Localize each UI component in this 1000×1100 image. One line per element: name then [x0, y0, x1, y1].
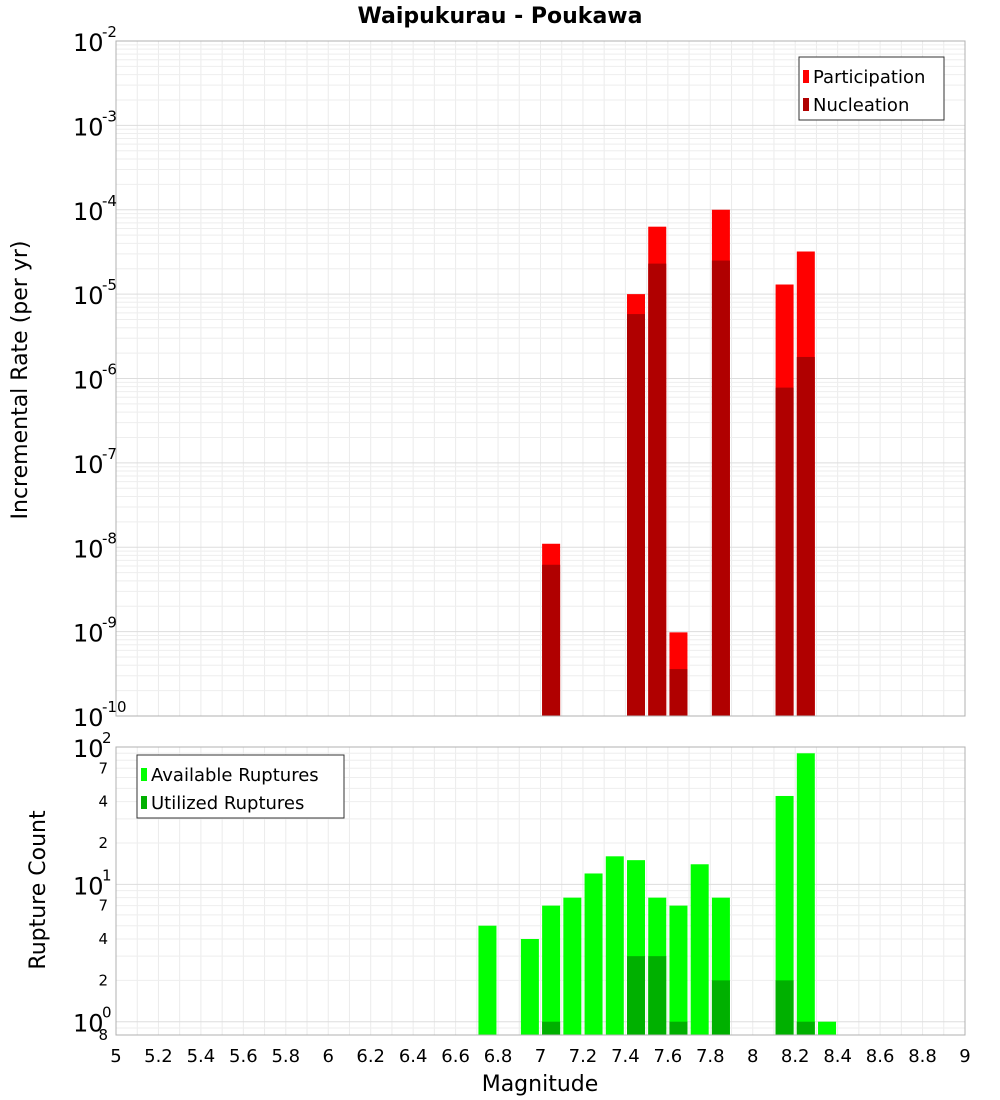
utilized-ruptures-bar: [627, 956, 646, 1035]
bottom-y-minor-tick-label: 2: [98, 971, 108, 989]
available-ruptures-bar: [520, 939, 539, 1035]
utilized-ruptures-bar: [711, 980, 730, 1035]
available-ruptures-bar: [605, 856, 624, 1035]
legend-label: Participation: [813, 67, 925, 88]
top-y-tick-label: 10: [73, 704, 104, 732]
x-tick-label: 6.2: [356, 1046, 385, 1067]
x-tick-label: 8: [747, 1046, 758, 1067]
x-tick-label: 6.6: [441, 1046, 470, 1067]
x-tick-label: 8.6: [866, 1046, 895, 1067]
available-ruptures-bar: [690, 864, 709, 1035]
x-tick-label: 6.4: [399, 1046, 428, 1067]
utilized-ruptures-bar: [796, 1021, 815, 1035]
nucleation-bar: [796, 356, 815, 716]
legend-label: Available Ruptures: [151, 765, 319, 786]
chart-title: Waipukurau - Poukawa: [358, 4, 643, 29]
nucleation-bar: [627, 314, 646, 716]
top-y-tick-exponent: -8: [102, 529, 117, 547]
top-y-tick-label: 10: [73, 620, 104, 648]
nucleation-bar: [775, 387, 794, 716]
available-ruptures-bar: [818, 1021, 837, 1035]
legend-swatch: [141, 796, 147, 809]
top-y-tick-label: 10: [73, 451, 104, 479]
bottom-y-minor-tick-label: 4: [98, 930, 108, 948]
utilized-ruptures-bar: [542, 1021, 561, 1035]
top-y-tick-exponent: -2: [102, 23, 117, 41]
bottom-y-minor-tick-label: 7: [98, 897, 108, 915]
x-axis-title: Magnitude: [482, 1072, 599, 1097]
available-ruptures-bar: [542, 905, 561, 1035]
bottom-y-tick-label: 10: [73, 1010, 104, 1038]
top-y-tick-label: 10: [73, 198, 104, 226]
top-y-tick-label: 10: [73, 535, 104, 563]
x-tick-label: 8.4: [823, 1046, 852, 1067]
top-y-tick-exponent: -4: [102, 192, 117, 210]
bottom-y-minor-tick-label: 8: [98, 1026, 108, 1044]
bottom-y-tick-exponent: 2: [102, 729, 112, 747]
available-ruptures-bar: [796, 753, 815, 1035]
x-tick-label: 9: [959, 1046, 970, 1067]
legend-label: Nucleation: [813, 95, 909, 116]
bottom-y-axis-title: Rupture Count: [26, 810, 51, 970]
top-y-tick-label: 10: [73, 29, 104, 57]
bottom-y-minor-tick-label: 2: [98, 834, 108, 852]
legend-label: Utilized Ruptures: [151, 793, 304, 814]
top-plot-border: [115, 40, 966, 717]
available-ruptures-bar: [669, 905, 688, 1035]
bottom-y-tick-exponent: 1: [102, 866, 112, 884]
bottom-legend-box: [136, 754, 345, 819]
utilized-ruptures-bar: [775, 980, 794, 1035]
x-tick-label: 5.8: [271, 1046, 300, 1067]
bottom-y-tick-label: 10: [73, 872, 104, 900]
top-y-tick-exponent: -7: [102, 445, 117, 463]
x-tick-label: 7.2: [569, 1046, 598, 1067]
available-ruptures-bar: [478, 925, 497, 1035]
top-y-axis-title: Incremental Rate (per yr): [8, 241, 33, 520]
available-ruptures-bar: [584, 873, 603, 1035]
legend-swatch: [803, 98, 809, 111]
top-legend-box: [798, 56, 945, 121]
x-tick-label: 7: [535, 1046, 546, 1067]
x-tick-label: 8.8: [908, 1046, 937, 1067]
top-y-tick-exponent: -6: [102, 361, 117, 379]
legend-swatch: [141, 768, 147, 781]
nucleation-bar: [669, 669, 688, 716]
utilized-ruptures-bar: [669, 1021, 688, 1035]
legend-swatch: [803, 70, 809, 83]
top-y-tick-label: 10: [73, 282, 104, 310]
available-ruptures-bar: [775, 795, 794, 1035]
x-tick-label: 5.4: [187, 1046, 216, 1067]
top-y-tick-exponent: -10: [102, 698, 127, 716]
nucleation-bar: [648, 263, 667, 716]
x-tick-label: 7.8: [696, 1046, 725, 1067]
x-tick-label: 5.2: [144, 1046, 173, 1067]
x-tick-label: 5: [110, 1046, 121, 1067]
nucleation-bar: [711, 260, 730, 716]
top-y-tick-exponent: -5: [102, 276, 117, 294]
nucleation-bar: [542, 564, 561, 716]
top-y-tick-exponent: -3: [102, 107, 117, 125]
bottom-y-minor-tick-label: 7: [98, 759, 108, 777]
top-y-tick-label: 10: [73, 113, 104, 141]
bottom-y-minor-tick-label: 4: [98, 793, 108, 811]
x-tick-label: 7.6: [654, 1046, 683, 1067]
utilized-ruptures-bar: [648, 956, 667, 1035]
bottom-plot-border: [115, 746, 966, 1036]
x-tick-label: 5.6: [229, 1046, 258, 1067]
x-tick-label: 8.2: [781, 1046, 810, 1067]
bottom-y-tick-label: 10: [73, 735, 104, 763]
top-y-tick-exponent: -9: [102, 614, 117, 632]
x-tick-label: 7.4: [611, 1046, 640, 1067]
x-tick-label: 6: [323, 1046, 334, 1067]
bottom-y-tick-exponent: 0: [102, 1004, 112, 1022]
top-y-tick-label: 10: [73, 367, 104, 395]
available-ruptures-bar: [563, 897, 582, 1035]
x-tick-label: 6.8: [484, 1046, 513, 1067]
